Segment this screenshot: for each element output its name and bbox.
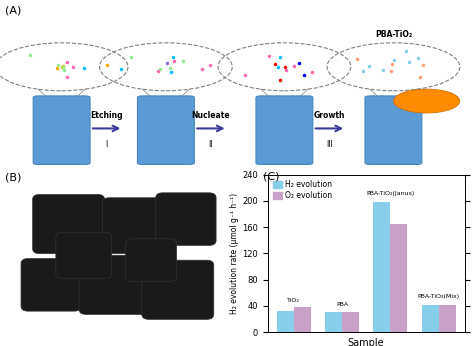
Text: (C): (C): [263, 171, 280, 181]
FancyBboxPatch shape: [256, 96, 313, 164]
FancyBboxPatch shape: [102, 198, 167, 254]
Bar: [342, 312, 359, 332]
Bar: [390, 224, 407, 332]
FancyBboxPatch shape: [33, 194, 105, 254]
FancyBboxPatch shape: [21, 258, 82, 311]
FancyBboxPatch shape: [142, 260, 214, 319]
Text: PBA-TiO₂: PBA-TiO₂: [375, 30, 412, 39]
Bar: [422, 304, 438, 332]
FancyBboxPatch shape: [56, 232, 111, 278]
FancyBboxPatch shape: [365, 96, 422, 164]
Bar: [438, 304, 456, 332]
Text: Growth: Growth: [314, 111, 345, 120]
FancyBboxPatch shape: [155, 193, 216, 245]
Text: I: I: [106, 140, 108, 149]
Text: PBA-TiO₂(Janus): PBA-TiO₂(Janus): [366, 191, 414, 197]
Text: PBA-TiO₂(Mix): PBA-TiO₂(Mix): [418, 294, 460, 299]
Bar: [294, 307, 310, 332]
Bar: [374, 202, 390, 332]
Text: Etching: Etching: [91, 111, 123, 120]
X-axis label: Sample: Sample: [348, 338, 384, 346]
FancyBboxPatch shape: [33, 96, 90, 164]
Bar: [325, 312, 342, 332]
Text: PBA: PBA: [336, 302, 348, 307]
Text: 500 nm: 500 nm: [44, 325, 73, 334]
Text: (B): (B): [5, 173, 21, 183]
FancyBboxPatch shape: [137, 96, 194, 164]
Bar: [277, 310, 294, 332]
Text: Nucleate: Nucleate: [191, 111, 230, 120]
Text: (A): (A): [5, 5, 21, 15]
FancyBboxPatch shape: [126, 239, 177, 282]
Text: II: II: [209, 140, 213, 149]
Circle shape: [393, 89, 460, 113]
Text: III: III: [326, 140, 333, 149]
Legend: H₂ evolution, O₂ evolution: H₂ evolution, O₂ evolution: [272, 179, 334, 201]
Y-axis label: H₂ evolution rate (μmol g⁻¹ h⁻¹): H₂ evolution rate (μmol g⁻¹ h⁻¹): [230, 193, 239, 314]
FancyBboxPatch shape: [79, 255, 149, 315]
Text: TiO₂: TiO₂: [287, 298, 300, 303]
